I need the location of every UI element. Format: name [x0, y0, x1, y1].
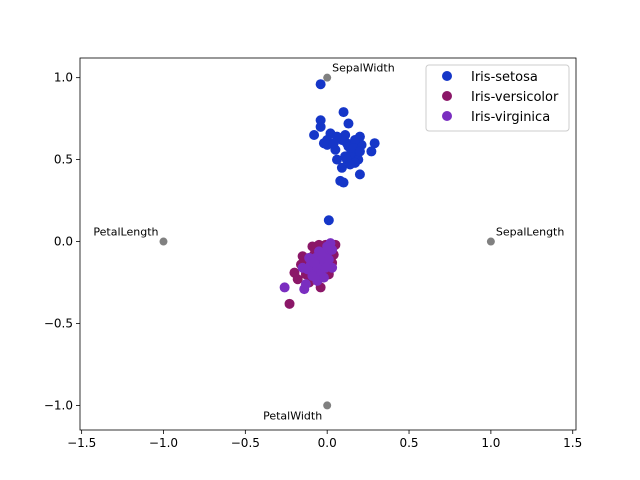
data-point [354, 169, 365, 180]
data-point [332, 154, 343, 165]
legend-label: Iris-setosa [471, 70, 538, 85]
data-point [297, 262, 308, 273]
x-tick-label: 0.5 [399, 436, 418, 450]
legend-label: Iris-virginica [471, 110, 550, 125]
data-point [323, 254, 334, 265]
data-point [315, 121, 326, 132]
y-tick-label: −1.0 [44, 398, 73, 412]
series-Iris-virginica [279, 238, 338, 295]
data-point [318, 138, 329, 149]
data-point [338, 107, 349, 118]
legend-label: Iris-versicolor [471, 90, 559, 105]
data-point [369, 138, 380, 149]
anchor-label: SepalLength [496, 226, 564, 239]
plot-marks: SepalLength SepalWidth PetalLength PetalWid… [93, 62, 564, 423]
legend-marker [442, 111, 452, 121]
data-point [284, 298, 295, 309]
data-point [366, 146, 377, 157]
data-point [345, 159, 356, 170]
anchor-point-PetalWidth [323, 401, 332, 410]
data-point [309, 130, 320, 141]
legend-marker [442, 71, 452, 81]
data-point [313, 246, 324, 257]
y-tick-label: 1.0 [54, 71, 73, 85]
data-point [336, 162, 347, 173]
data-point [300, 279, 311, 290]
anchor-label: PetalLength [93, 226, 158, 239]
anchor-label: SepalWidth [332, 62, 395, 75]
data-point [323, 215, 334, 226]
data-point [315, 79, 326, 90]
axes-frame [79, 57, 577, 431]
anchor-point-SepalLength [486, 237, 495, 246]
x-tick-label: 1.0 [481, 436, 500, 450]
data-point [328, 138, 339, 149]
x-tick-label: 1.5 [563, 436, 582, 450]
y-tick-label: 0.0 [54, 235, 73, 249]
anchor-point-PetalLength [159, 237, 168, 246]
y-tick-label: −0.5 [44, 316, 73, 330]
data-point [322, 241, 333, 252]
data-point [279, 282, 290, 293]
data-point [343, 118, 354, 129]
legend-box [425, 64, 570, 132]
data-point [354, 146, 365, 157]
data-point [309, 257, 320, 268]
y-tick-label: 0.5 [54, 153, 73, 167]
legend-marker [442, 91, 452, 101]
data-point [307, 270, 318, 281]
x-tick-label: −1.0 [149, 436, 178, 450]
x-tick-label: −0.5 [231, 436, 260, 450]
data-point [320, 262, 331, 273]
x-tick-label: −1.5 [67, 436, 96, 450]
data-point [318, 272, 329, 283]
data-point [338, 177, 349, 188]
axis-ticks: −1.5 −1.0 −0.5 0.0 0.5 1.0 1.5 −1.0 −0.5 0.0 0.5 1.… [44, 71, 582, 450]
legend: Iris-setosa Iris-versicolor Iris-virginica [425, 64, 570, 132]
data-point [292, 274, 303, 285]
anchor-point-SepalWidth [323, 73, 332, 82]
series-Iris-setosa [309, 79, 380, 226]
data-point [350, 134, 361, 145]
anchor-label: PetalWidth [263, 409, 322, 422]
x-tick-label: 0.0 [318, 436, 337, 450]
